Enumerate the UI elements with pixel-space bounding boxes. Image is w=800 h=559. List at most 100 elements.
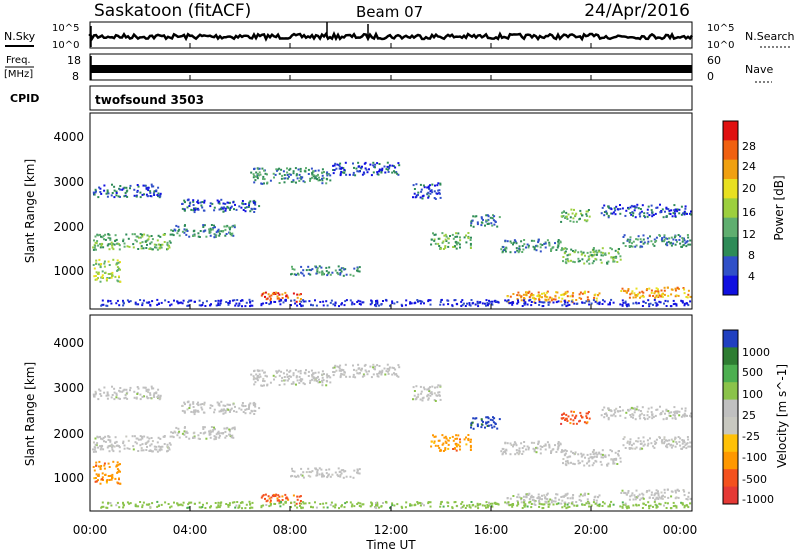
velocity-range-cell (646, 410, 649, 413)
velocity-range-cell (192, 411, 195, 414)
power-range-cell (559, 240, 562, 243)
power-range-cell (417, 300, 419, 303)
power-range-cell (363, 172, 366, 175)
velocity-range-cell (234, 506, 237, 509)
power-range-cell (371, 300, 374, 303)
power-range-cell (105, 278, 108, 280)
velocity-range-cell (561, 506, 564, 509)
power-range-cell (574, 214, 577, 217)
velocity-range-cell (333, 366, 336, 369)
velocity-range-cell (670, 446, 673, 449)
velocity-range-cell (637, 495, 640, 498)
velocity-range-cell (115, 392, 118, 395)
power-range-cell (100, 235, 102, 238)
power-range-cell (418, 299, 421, 302)
power-range-cell (294, 302, 297, 305)
velocity-range-cell (339, 374, 342, 377)
velocity-range-cell (512, 495, 515, 497)
power-range-cell (573, 251, 576, 254)
power-range-cell (443, 234, 446, 237)
velocity-range-cell (375, 502, 377, 504)
power-range-cell (659, 234, 661, 237)
power-range-cell (125, 233, 128, 236)
velocity-range-cell (487, 504, 490, 507)
velocity-range-cell (588, 459, 591, 462)
velocity-range-cell (310, 369, 313, 372)
power-range-cell (580, 212, 583, 215)
power-range-cell (156, 248, 159, 251)
power-range-cell (663, 289, 666, 292)
power-range-cell (476, 221, 479, 224)
velocity-range-cell (258, 407, 261, 410)
power-range-cell (667, 208, 670, 211)
power-range-cell (674, 208, 677, 211)
velocity-range-cell (460, 507, 463, 509)
velocity-range-cell (412, 398, 414, 401)
power-range-cell (613, 260, 616, 263)
power-range-cell (287, 296, 290, 299)
power-range-cell (270, 301, 272, 303)
power-range-cell (118, 243, 120, 246)
power-range-cell (429, 190, 432, 193)
power-range-cell (110, 302, 113, 305)
power-range-cell (679, 235, 682, 238)
velocity-ytick-1000: 1000 (53, 471, 84, 485)
power-range-cell (100, 304, 103, 307)
velocity-range-cell (629, 408, 632, 411)
velocity-range-cell (467, 439, 470, 442)
power-range-cell (115, 262, 118, 265)
power-range-cell (137, 248, 140, 250)
power-range-cell (663, 238, 666, 241)
power-range-cell (299, 298, 302, 300)
velocity-range-cell (666, 446, 669, 449)
power-range-cell (674, 235, 677, 238)
velocity-range-cell (286, 497, 289, 500)
velocity-range-cell (210, 505, 212, 508)
velocity-range-cell (600, 414, 603, 417)
nsearch-tick-top: 10^5 (707, 23, 734, 34)
velocity-range-cell (538, 497, 541, 500)
power-range-cell (253, 174, 256, 177)
power-range-cell (647, 205, 650, 208)
power-range-cell (495, 300, 498, 303)
velocity-range-cell (362, 373, 365, 376)
velocity-range-cell (442, 505, 445, 508)
power-range-cell (143, 193, 145, 196)
velocity-range-cell (470, 438, 472, 441)
velocity-range-cell (612, 503, 615, 506)
velocity-range-cell (487, 417, 490, 420)
velocity-range-cell (558, 498, 561, 501)
velocity-range-cell (601, 408, 604, 411)
velocity-range-cell (212, 429, 215, 431)
velocity-range-cell (101, 478, 104, 481)
velocity-range-cell (679, 437, 682, 440)
velocity-range-cell (286, 369, 288, 372)
velocity-range-cell (202, 432, 205, 435)
power-range-cell (284, 177, 287, 180)
power-range-cell (682, 244, 685, 247)
velocity-range-cell (454, 443, 457, 446)
velocity-range-cell (439, 384, 442, 387)
velocity-range-cell (100, 444, 103, 447)
velocity-range-cell (642, 440, 645, 443)
velocity-range-cell (438, 394, 441, 397)
velocity-range-cell (121, 390, 124, 393)
power-range-cell (577, 257, 580, 260)
power-range-cell (126, 195, 129, 198)
velocity-range-cell (549, 498, 552, 501)
power-range-cell (659, 301, 662, 304)
power-range-cell (366, 171, 369, 174)
velocity-range-cell (213, 438, 216, 441)
velocity-range-cell (302, 501, 305, 504)
velocity-range-cell (565, 413, 568, 416)
power-range-cell (605, 210, 608, 213)
velocity-range-cell (635, 446, 638, 449)
power-range-cell (149, 303, 152, 306)
velocity-range-cell (244, 408, 247, 411)
power-range-cell (277, 297, 280, 300)
power-range-cell (122, 299, 124, 302)
velocity-range-cell (218, 436, 221, 439)
power-colorbar-segment (723, 275, 738, 296)
power-range-cell (658, 294, 661, 297)
power-range-cell (126, 189, 129, 192)
